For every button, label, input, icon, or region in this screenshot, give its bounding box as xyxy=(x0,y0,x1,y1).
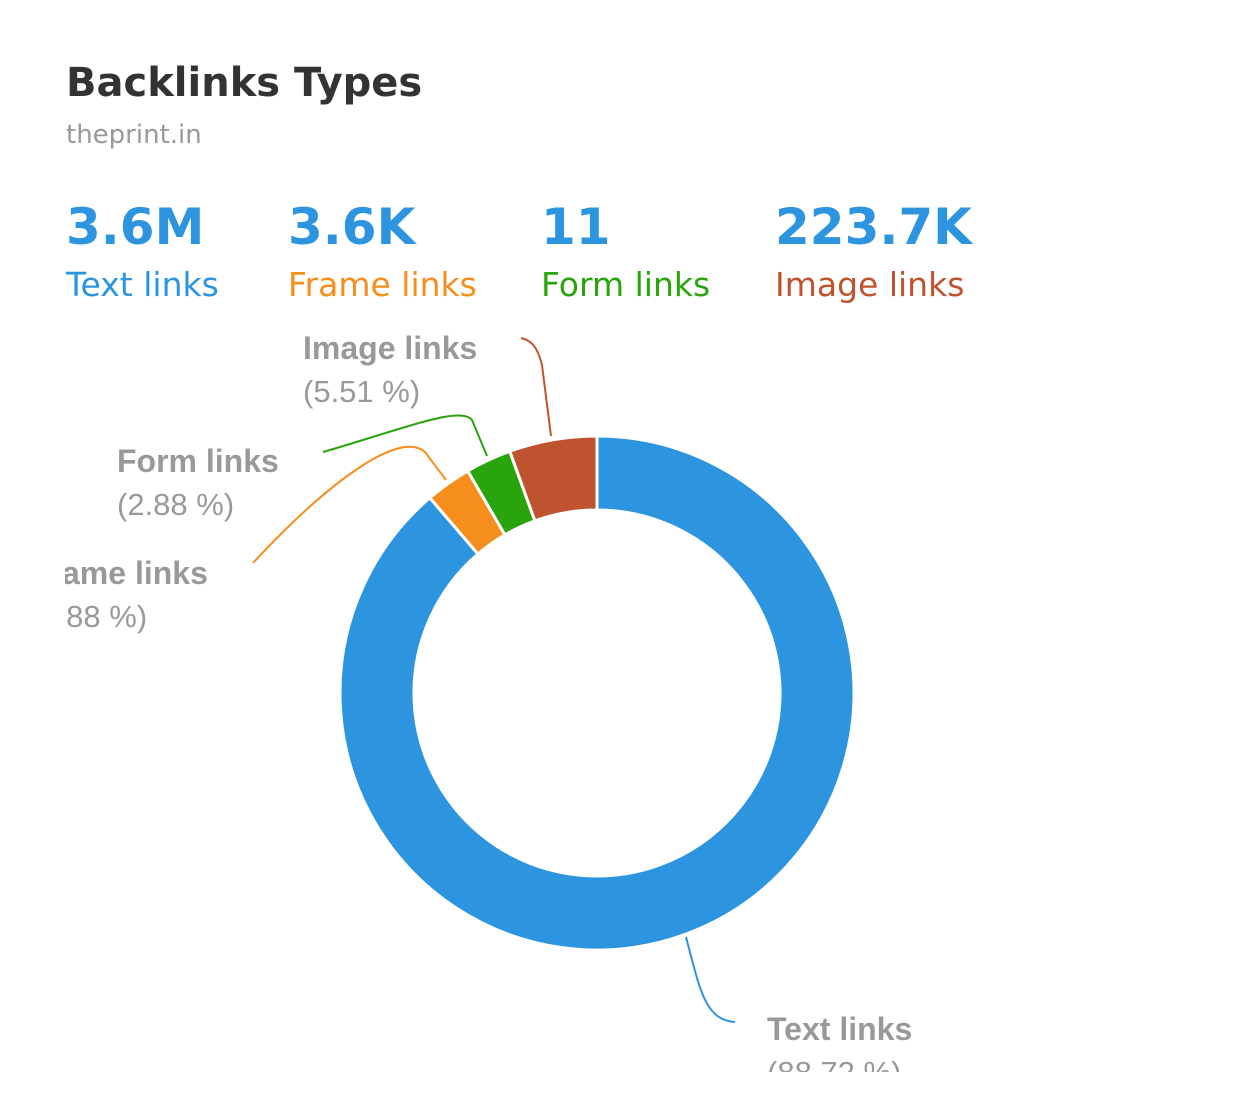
chart-subtitle: theprint.in xyxy=(66,120,202,150)
summary-label: Text links xyxy=(65,265,219,304)
connector xyxy=(520,337,552,437)
connector xyxy=(685,936,736,1023)
data-label-value: (2.88 %) xyxy=(30,599,147,634)
summary-value: 3.6M xyxy=(66,198,204,256)
data-label-value: (2.88 %) xyxy=(117,487,234,522)
connector xyxy=(252,445,447,564)
connector xyxy=(322,414,488,457)
chart-title: Backlinks Types xyxy=(66,60,422,106)
summary-value: 11 xyxy=(541,198,611,256)
data-label-value: (5.51 %) xyxy=(303,374,420,409)
donut-slice xyxy=(507,434,599,523)
summary-label: Form links xyxy=(541,265,710,304)
data-label: Text links xyxy=(767,1011,912,1047)
summary-label: Frame links xyxy=(288,265,477,304)
donut-slice xyxy=(338,434,856,952)
summary-value: 223.7K xyxy=(775,198,974,256)
summary-label: Image links xyxy=(775,265,964,304)
plot: Text links (88.72 %) Frame links (2.88 %) Fo… xyxy=(30,330,912,1090)
data-label: Form links xyxy=(117,443,279,479)
data-label: Image links xyxy=(303,330,477,366)
data-label-value: (88.72 %) xyxy=(767,1055,901,1090)
summary-value: 3.6K xyxy=(288,198,418,256)
data-label: Frame links xyxy=(30,555,208,591)
